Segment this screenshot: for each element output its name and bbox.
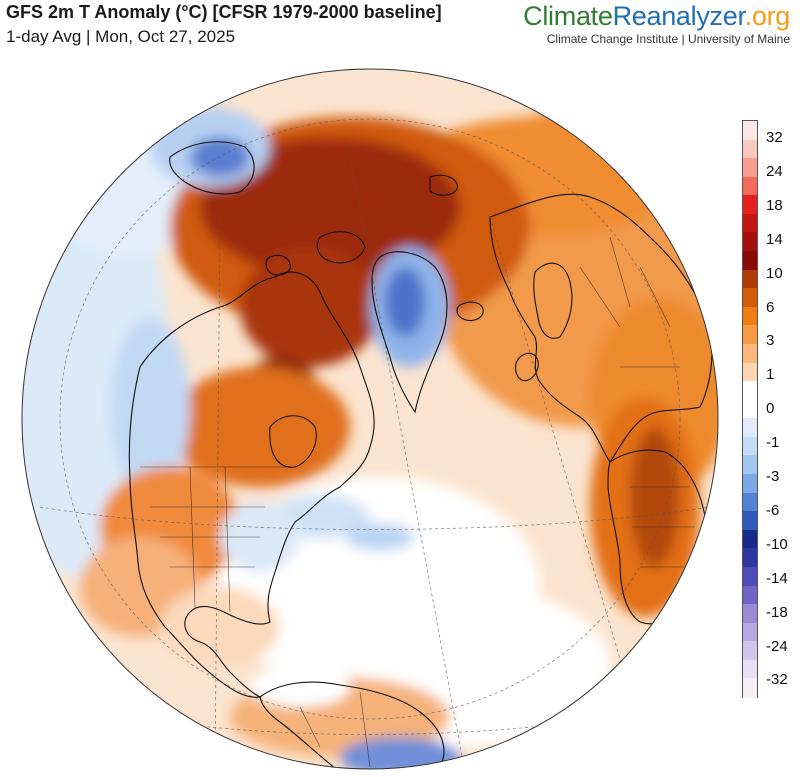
legend-label: 24 (766, 162, 783, 180)
legend-label: 0 (766, 400, 775, 418)
legend-swatch (743, 604, 757, 624)
globe-border (21, 68, 719, 770)
legend-swatch (743, 659, 757, 679)
map-title: GFS 2m T Anomaly (°C) [CFSR 1979-2000 ba… (6, 2, 442, 22)
legend-label: 3 (766, 332, 775, 350)
legend-swatch (743, 158, 757, 178)
legend-colorbar (742, 120, 758, 698)
legend-swatch (743, 622, 757, 642)
legend-label: 6 (766, 298, 775, 316)
legend-swatch (743, 529, 757, 549)
north-america-outline (128, 271, 375, 698)
legend-label: -24 (766, 637, 788, 655)
legend-swatch (743, 678, 757, 698)
brand-part-org: .org (744, 1, 791, 31)
legend-label: 10 (766, 264, 783, 282)
legend-swatch (743, 399, 757, 419)
land-outlines (128, 141, 713, 769)
legend-swatch (743, 492, 757, 512)
brand-tagline: Climate Change Institute | University of… (546, 32, 790, 46)
legend-swatch (743, 436, 757, 457)
legend-swatch (743, 511, 757, 531)
map-subtitle: 1-day Avg | Mon, Oct 27, 2025 (6, 27, 236, 46)
legend-swatch (743, 548, 757, 568)
legend-swatch (743, 362, 757, 382)
legend-swatch (743, 121, 757, 141)
legend-swatch (743, 251, 757, 271)
legend-label: 14 (766, 230, 783, 248)
legend-swatch (743, 585, 757, 605)
legend-label: 32 (766, 129, 783, 146)
legend-swatch (743, 288, 757, 308)
scandinavia-outline (533, 262, 573, 339)
legend-label: -1 (766, 434, 780, 452)
legend-swatch (743, 474, 757, 494)
legend-swatch (743, 232, 757, 252)
legend-swatch (743, 213, 757, 234)
legend-swatch (743, 455, 757, 475)
brand-part-reanalyzer: Reanalyzer (612, 1, 745, 31)
europe-outline (489, 193, 713, 463)
legend-swatch (743, 269, 757, 289)
legend-swatch (743, 566, 757, 587)
south-america-outline (259, 681, 445, 769)
legend-swatch (743, 176, 757, 196)
legend-swatch (743, 641, 757, 661)
legend-swatch (743, 381, 757, 401)
globe-svg (21, 68, 719, 770)
uk-outline (515, 352, 539, 382)
legend-label: -14 (766, 569, 788, 587)
legend-swatch (743, 139, 757, 159)
legend-swatch (743, 325, 757, 345)
legend-label: -6 (766, 501, 780, 519)
alaska-outline (169, 141, 255, 195)
brand-logo[interactable]: ClimateReanalyzer.org (523, 1, 790, 32)
legend-label: 1 (766, 366, 775, 384)
legend-swatch (743, 418, 757, 438)
legend-label: -18 (766, 603, 788, 621)
iceland-outline (456, 301, 484, 322)
brand-part-climate: Climate (523, 1, 613, 31)
legend-label: 18 (766, 196, 783, 214)
legend-swatch (743, 343, 757, 364)
hudson-bay-outline (269, 415, 317, 468)
globe-map (20, 67, 720, 772)
legend-swatch (743, 306, 757, 326)
legend-swatch (743, 195, 757, 215)
greenland-outline (371, 251, 448, 414)
legend-label: -32 (766, 671, 788, 689)
borders (140, 236, 695, 768)
legend-label: -10 (766, 535, 788, 553)
legend-label: -3 (766, 468, 780, 485)
